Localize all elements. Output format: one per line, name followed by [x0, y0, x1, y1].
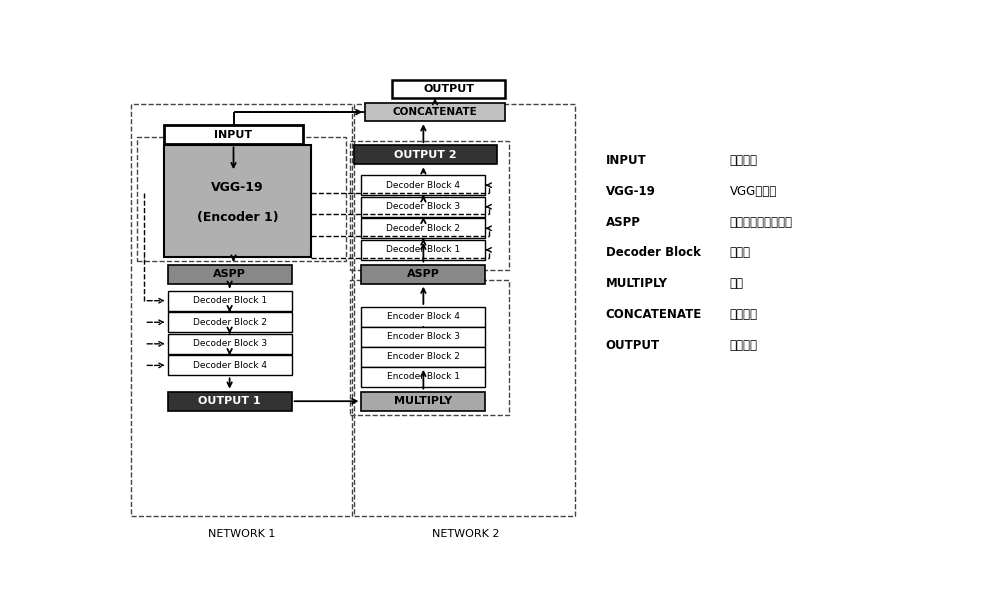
Text: CONCATENATE: CONCATENATE	[393, 107, 477, 117]
Text: ASPP: ASPP	[213, 269, 246, 279]
Text: 相乘: 相乘	[730, 277, 744, 291]
Bar	[361, 265, 485, 284]
Text: Decoder Block 1: Decoder Block 1	[386, 245, 460, 254]
Bar	[392, 80, 505, 98]
Text: INPUT: INPUT	[606, 154, 646, 167]
Bar	[168, 265, 292, 284]
Text: Decoder Block 4: Decoder Block 4	[386, 181, 460, 189]
Bar	[168, 356, 292, 375]
Text: VGG-19: VGG-19	[606, 185, 655, 198]
Text: NETWORK 2: NETWORK 2	[432, 529, 500, 539]
Bar	[168, 392, 292, 411]
Bar	[354, 145, 497, 164]
Text: OUTPUT 2: OUTPUT 2	[394, 150, 457, 160]
Text: Decoder Block 3: Decoder Block 3	[386, 202, 460, 211]
Bar	[361, 197, 485, 217]
Text: Encoder Block 2: Encoder Block 2	[387, 352, 460, 362]
Bar	[350, 280, 509, 414]
Text: OUTPUT: OUTPUT	[606, 339, 660, 352]
Text: Encoder Block 4: Encoder Block 4	[387, 313, 460, 321]
Text: 输入图像: 输入图像	[730, 154, 758, 167]
Text: 输出图像: 输出图像	[730, 339, 758, 352]
Bar	[361, 175, 485, 195]
Bar	[361, 327, 485, 347]
Text: INPUT: INPUT	[214, 130, 253, 140]
Bar	[361, 347, 485, 367]
Bar	[361, 307, 485, 327]
Bar	[168, 291, 292, 311]
Text: Encoder Block 3: Encoder Block 3	[387, 332, 460, 341]
Text: Decoder Block 4: Decoder Block 4	[193, 361, 267, 370]
Text: ASPP: ASPP	[606, 216, 640, 229]
Text: Decoder Block 1: Decoder Block 1	[193, 296, 267, 305]
Bar	[168, 334, 292, 354]
Text: NETWORK 1: NETWORK 1	[208, 529, 275, 539]
Text: 解码层: 解码层	[730, 246, 750, 259]
Bar	[164, 125, 303, 145]
Bar	[354, 104, 574, 516]
Text: VGG-19: VGG-19	[211, 181, 264, 194]
Bar	[131, 104, 352, 516]
Text: 连接操作: 连接操作	[730, 308, 758, 321]
Text: Decoder Block 3: Decoder Block 3	[193, 340, 267, 348]
Bar	[350, 142, 509, 270]
Text: Decoder Block 2: Decoder Block 2	[386, 224, 460, 233]
Text: 空洞卷积池化金字塔: 空洞卷积池化金字塔	[730, 216, 792, 229]
Bar	[361, 392, 485, 411]
Text: CONCATENATE: CONCATENATE	[606, 308, 702, 321]
Text: ASPP: ASPP	[407, 269, 440, 279]
Text: (Encoder 1): (Encoder 1)	[197, 211, 278, 224]
Bar	[168, 312, 292, 332]
Text: VGG编码层: VGG编码层	[730, 185, 777, 198]
Text: Encoder Block 1: Encoder Block 1	[387, 373, 460, 381]
Bar	[361, 218, 485, 238]
Text: MULTIPLY: MULTIPLY	[394, 396, 452, 406]
Text: Decoder Block: Decoder Block	[606, 246, 700, 259]
Text: MULTIPLY: MULTIPLY	[606, 277, 668, 291]
Text: OUTPUT 1: OUTPUT 1	[198, 396, 261, 406]
Bar	[137, 137, 346, 261]
Bar	[361, 367, 485, 387]
Bar	[365, 103, 505, 121]
Bar	[361, 240, 485, 260]
Text: OUTPUT: OUTPUT	[423, 84, 474, 94]
Bar	[164, 145, 311, 257]
Text: Decoder Block 2: Decoder Block 2	[193, 318, 267, 327]
